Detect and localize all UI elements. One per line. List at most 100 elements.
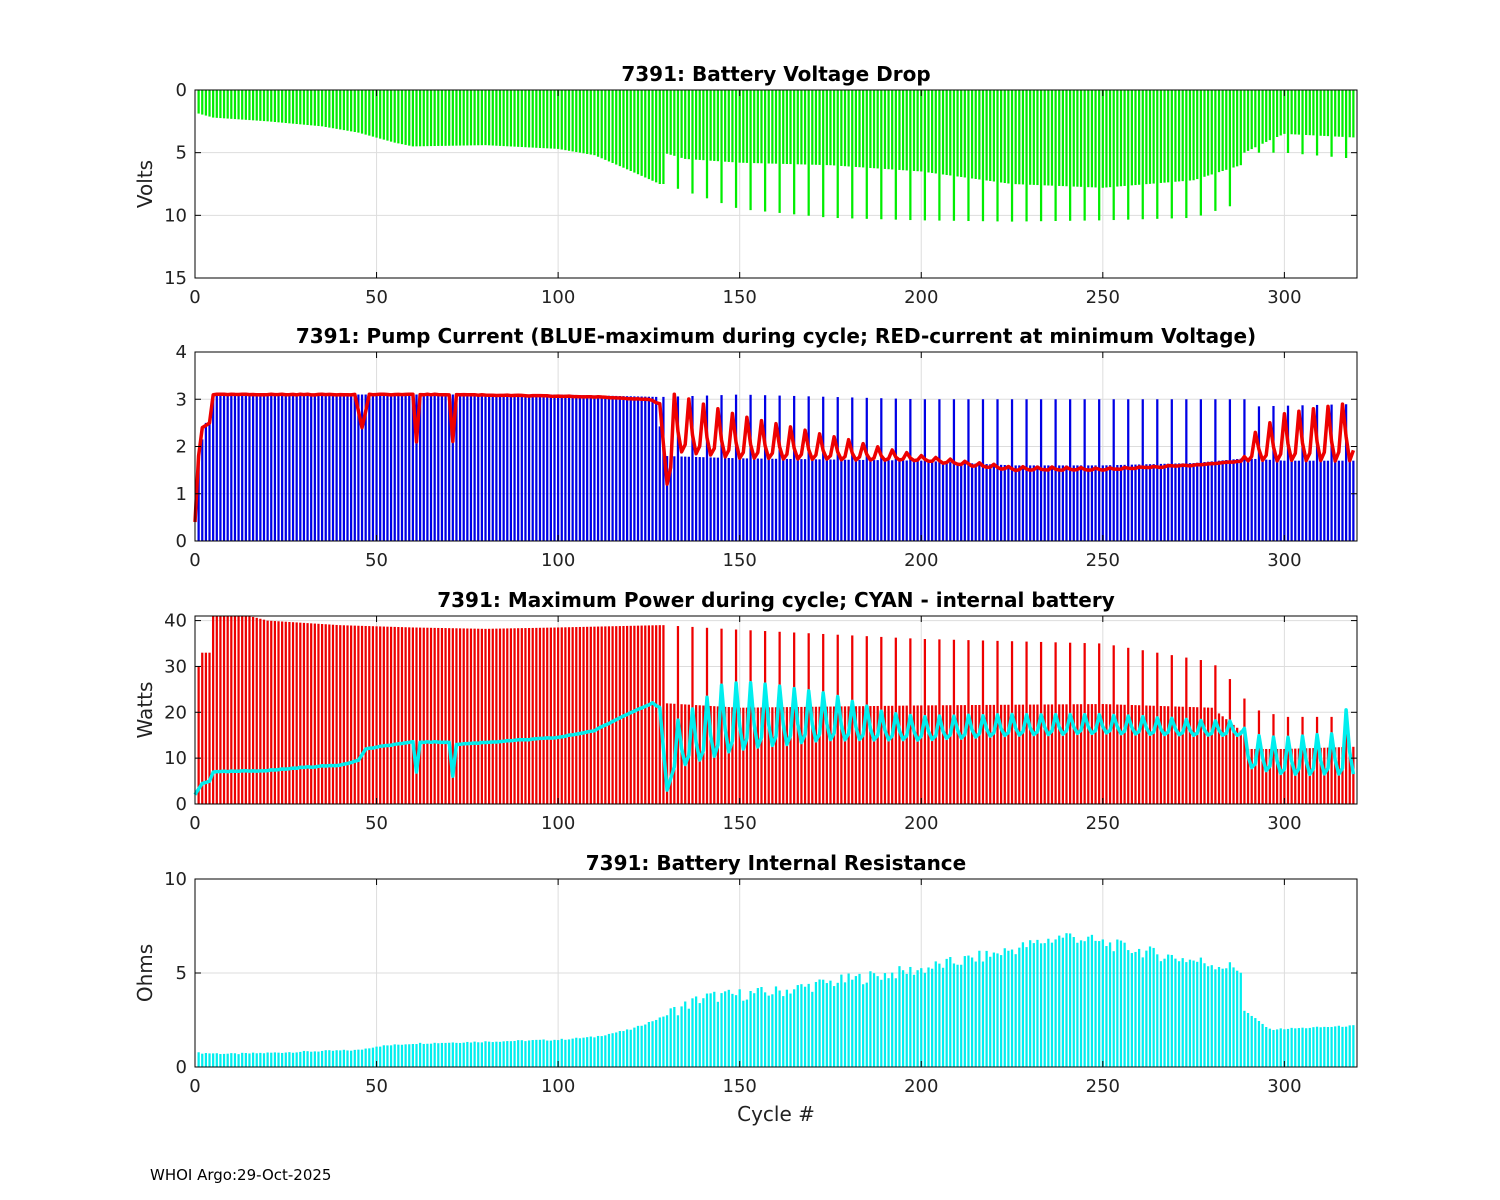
bar — [1148, 946, 1152, 1067]
bar — [1108, 465, 1112, 541]
bar — [204, 90, 208, 116]
bar — [669, 703, 672, 804]
bar — [1305, 460, 1308, 541]
x-tick-label: 150 — [723, 1076, 757, 1097]
x-tick-label: 300 — [1267, 550, 1301, 571]
bar — [1163, 463, 1166, 541]
bar — [1330, 716, 1333, 804]
bar — [923, 90, 927, 221]
bar — [1137, 464, 1141, 541]
bar — [437, 90, 440, 146]
bar — [1181, 706, 1184, 804]
bar — [262, 619, 266, 804]
bar — [698, 1003, 701, 1067]
bar — [1341, 1026, 1344, 1067]
bar — [811, 459, 814, 541]
bar — [1305, 748, 1308, 804]
bar — [1130, 464, 1133, 541]
bar — [1305, 90, 1308, 135]
bar — [440, 394, 444, 541]
bar — [1058, 704, 1061, 804]
x-tick-label: 50 — [365, 813, 388, 834]
bar — [1054, 939, 1057, 1067]
bar — [785, 989, 789, 1067]
bar — [593, 395, 596, 541]
x-tick-label: 50 — [365, 287, 388, 308]
bar — [1236, 727, 1239, 804]
bar — [1199, 660, 1202, 804]
bar — [313, 394, 316, 541]
bar — [927, 705, 930, 804]
y-tick-label: 0 — [176, 531, 187, 552]
bar — [226, 1053, 229, 1067]
bar — [1043, 90, 1046, 186]
bar — [720, 628, 723, 804]
bar — [1010, 949, 1014, 1067]
bar — [1210, 707, 1213, 804]
bar — [1090, 704, 1094, 804]
bar — [201, 439, 204, 541]
bar — [1127, 950, 1130, 1067]
bar — [560, 1038, 563, 1067]
bar — [952, 963, 956, 1067]
bar — [604, 626, 607, 804]
x-tick-label: 300 — [1267, 287, 1301, 308]
bar — [854, 706, 858, 804]
bar — [832, 706, 836, 804]
bar — [237, 1054, 240, 1067]
bar — [665, 1015, 669, 1067]
bar — [1344, 404, 1348, 541]
bar — [346, 1050, 349, 1067]
bar — [974, 705, 977, 804]
bar — [956, 964, 959, 1067]
bar — [658, 426, 661, 541]
bar — [970, 90, 974, 179]
bar — [306, 90, 309, 126]
bar — [389, 1045, 393, 1067]
bar — [876, 976, 879, 1067]
bar — [774, 986, 778, 1067]
bar — [1094, 90, 1097, 188]
bar — [905, 973, 908, 1067]
bar — [1098, 90, 1101, 221]
bar — [1297, 1028, 1301, 1067]
bar — [727, 989, 730, 1067]
bar — [811, 90, 814, 165]
bar — [749, 630, 752, 804]
bar — [1029, 90, 1032, 185]
bar — [535, 1039, 538, 1067]
bar — [571, 627, 574, 804]
bar — [477, 1042, 480, 1067]
bar — [716, 90, 720, 162]
bar — [604, 395, 607, 541]
bar — [371, 90, 375, 137]
bar — [1243, 399, 1246, 541]
bar — [422, 1043, 425, 1067]
bar — [753, 993, 756, 1067]
bar — [600, 395, 603, 541]
axes-frame — [194, 89, 1358, 279]
bar — [705, 90, 709, 199]
bar — [596, 90, 600, 157]
bar — [306, 623, 309, 804]
bar — [546, 394, 549, 541]
bar — [909, 966, 912, 1067]
bar — [201, 1053, 204, 1067]
bar — [506, 90, 509, 147]
bar — [658, 1017, 661, 1067]
bar — [270, 90, 273, 122]
bar — [825, 983, 828, 1067]
bar — [869, 971, 872, 1067]
y-tick-label: 10 — [164, 205, 187, 226]
bar — [368, 394, 371, 541]
bar — [560, 627, 563, 804]
bar — [237, 394, 240, 541]
bar — [1167, 954, 1170, 1067]
bar — [1119, 704, 1123, 804]
bar — [1130, 705, 1133, 804]
bar — [883, 90, 887, 169]
bar — [941, 90, 945, 175]
bar — [662, 625, 665, 804]
bar — [212, 394, 215, 541]
bar — [1032, 465, 1035, 541]
